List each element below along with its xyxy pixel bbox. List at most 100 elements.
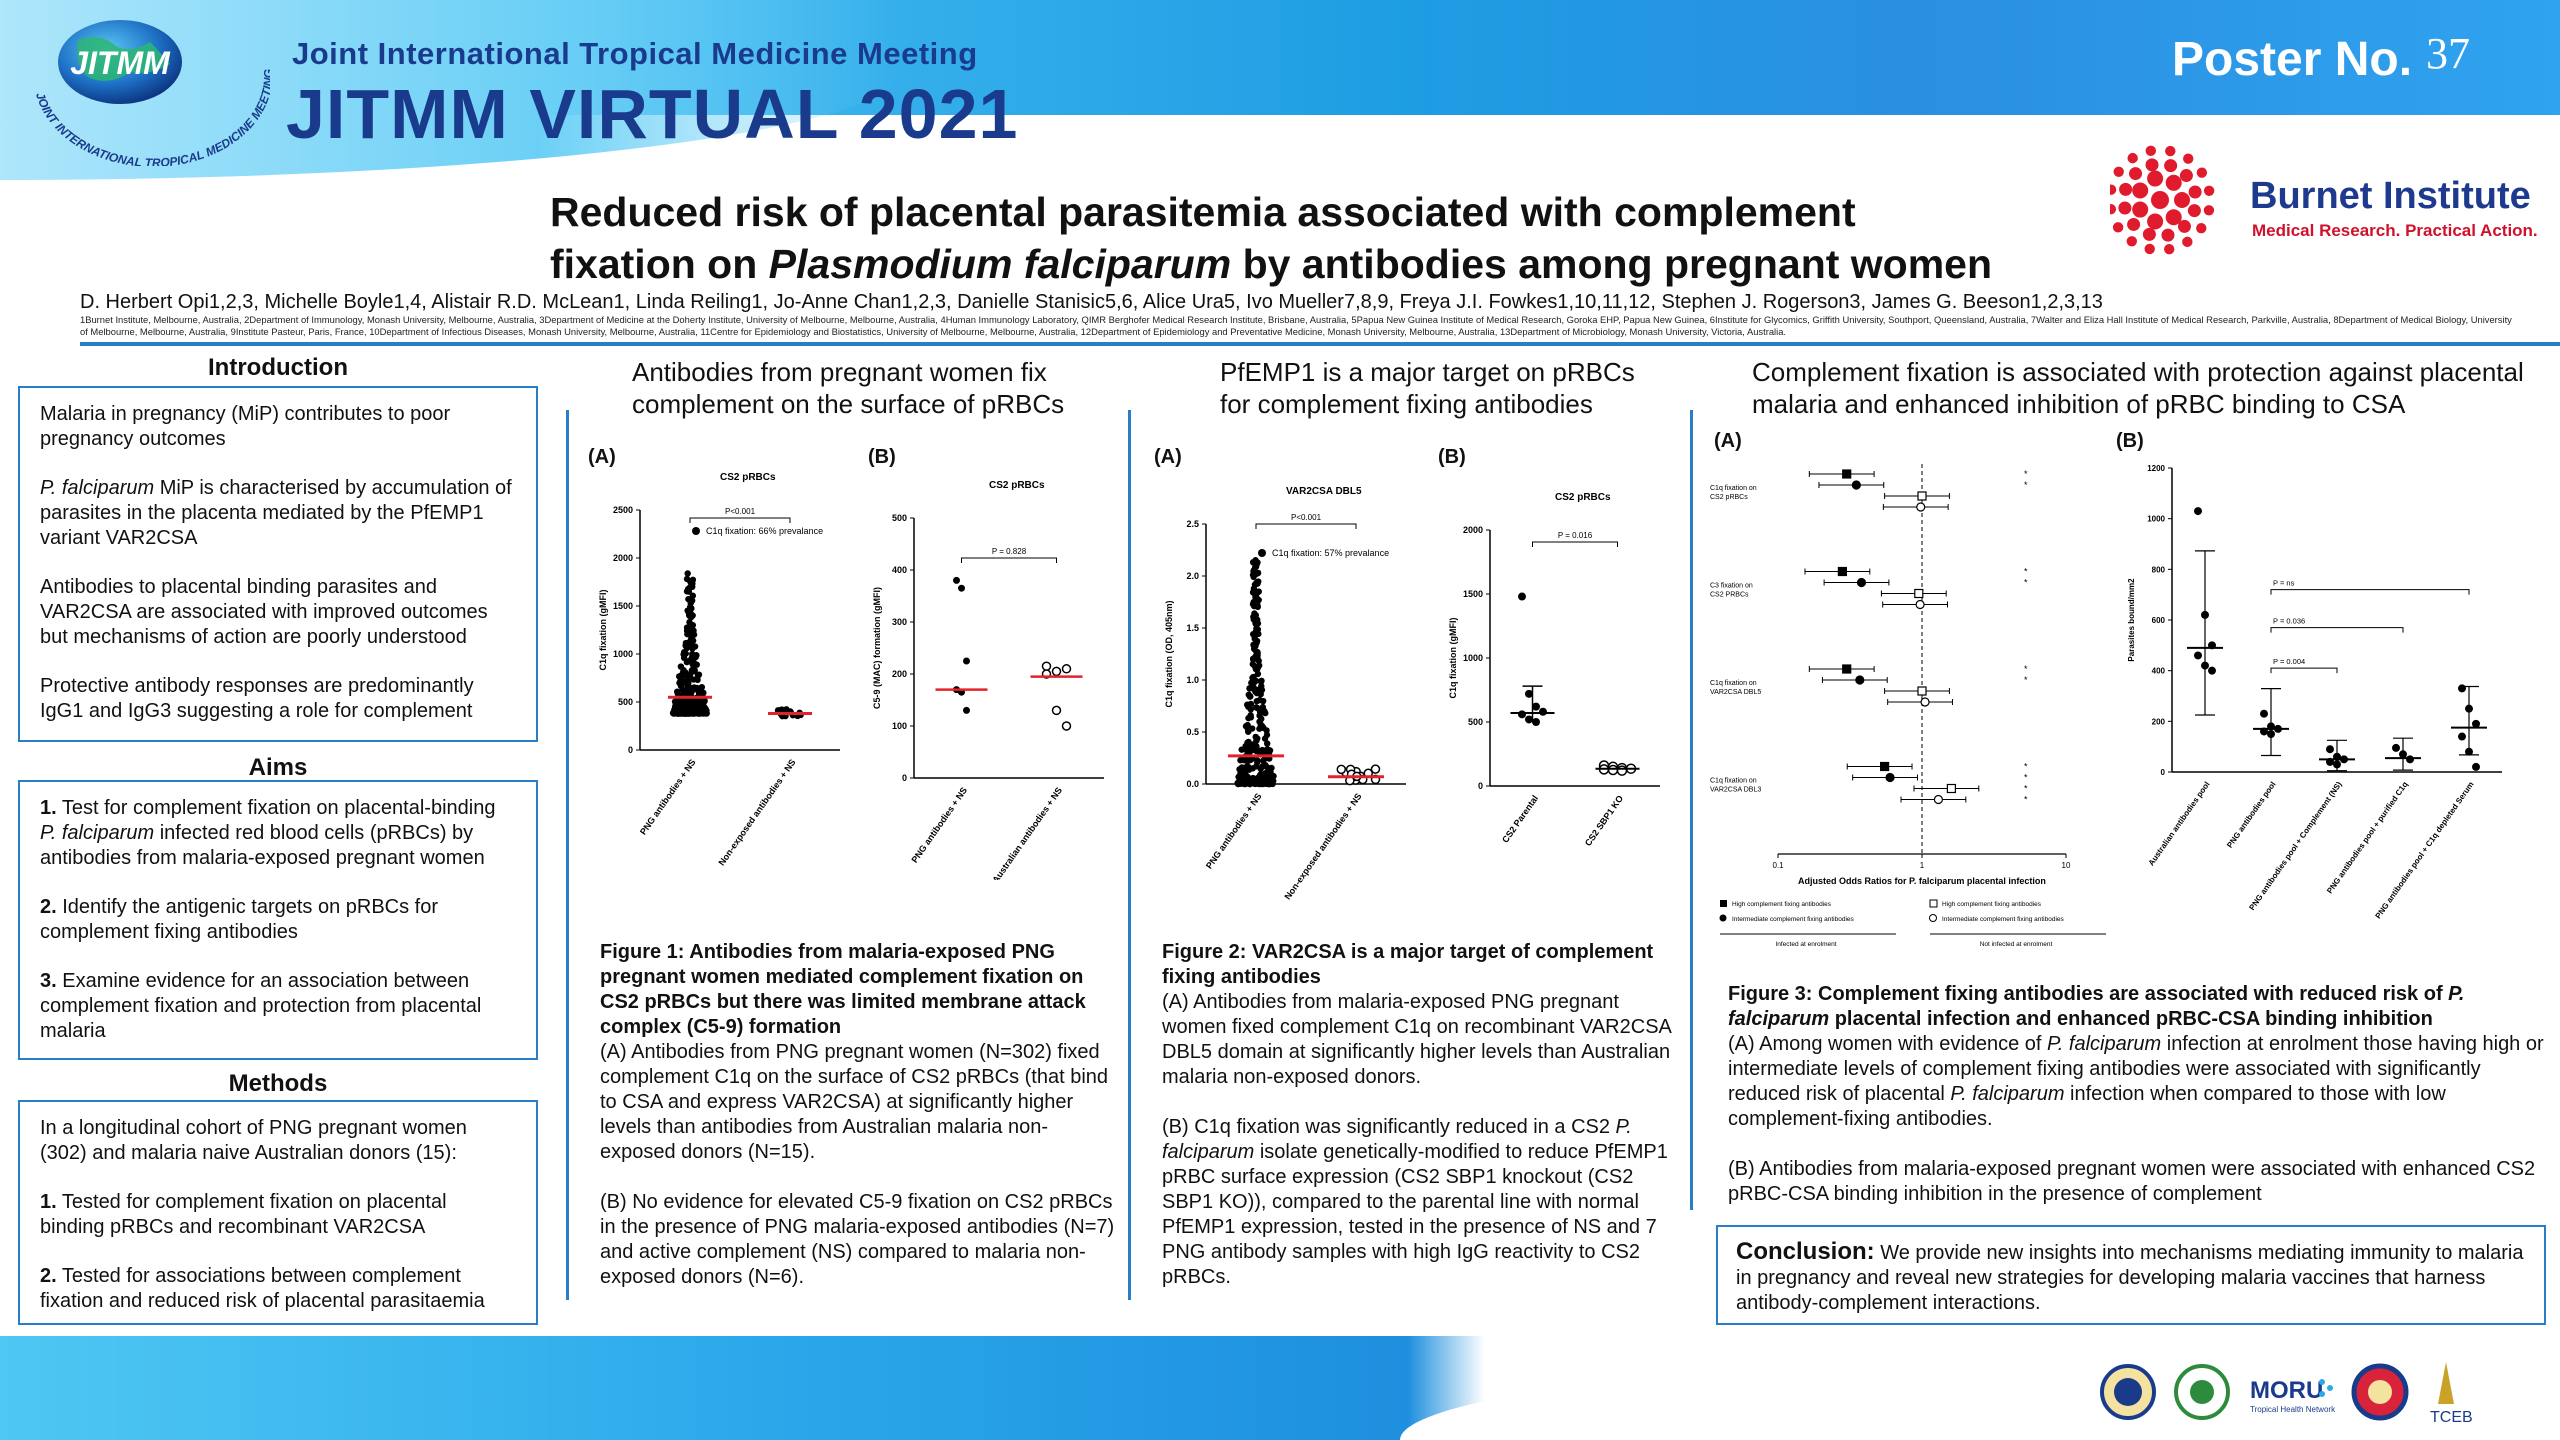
data-point [1245,701,1253,709]
data-point [1256,718,1263,725]
y-tick-label: 200 [2152,717,2166,726]
data-point [682,650,689,657]
fig3-caption: Figure 3: Complement fixing antibodies a… [1728,982,2548,1207]
data-point [1235,773,1242,781]
conclusion-text: We provide new insights into mechanisms … [1736,1242,2524,1314]
burnet-dot [2203,185,2215,196]
data-point [693,685,700,693]
data-point [1244,725,1251,732]
data-point [1525,689,1533,698]
conclusion-label: Conclusion: [1736,1238,1875,1265]
x-tick-label: Australian antibodies + NS [990,785,1064,880]
odds-ratio-marker [1916,502,1926,512]
data-point [683,627,691,634]
group-label: VAR2CSA DBL3 [1710,787,1761,794]
data-point [685,595,692,603]
data-point [1061,664,1072,674]
odds-ratio-marker [1917,686,1927,696]
data-point [1607,764,1619,776]
group-label: VAR2CSA DBL5 [1710,689,1761,696]
legend-dot [692,527,700,535]
fig2a-chart: VAR2CSA DBL5 0.0 0.5 1.0 1.5 2.0 2.5 C1q fixati… [1164,486,1406,901]
data-point [686,708,693,716]
intro-p1: Malaria in pregnancy (MiP) contributes t… [40,403,451,450]
fig1-panel-a-label: (A) [588,446,616,468]
significance-star: * [2024,567,2028,577]
data-point [686,702,694,709]
y-tick-label: 500 [892,513,907,523]
pvalue-bracket [2270,589,2470,595]
data-point [1250,779,1258,787]
fig2b-chart: CS2 pRBCs 0 500 1000 1500 2000 C1q fixation (g… [1448,492,1660,848]
y-tick-label: 1000 [613,649,633,659]
burnet-dot [2132,201,2149,218]
legend-group-label: Not infected at enrolment [1980,941,2053,948]
y-tick-label: 0 [2161,768,2166,777]
moru-logo: MORU Tropical Health Network [2250,1377,2336,1414]
method-intro: In a longitudinal cohort of PNG pregnant… [40,1117,467,1164]
burnet-dot [2203,205,2215,216]
data-point [2208,666,2216,675]
data-point [2260,709,2268,718]
data-point [698,710,705,717]
pvalue-bracket [2270,627,2404,633]
data-point [1250,645,1258,653]
chart-title: VAR2CSA DBL5 [1286,486,1362,497]
burnet-dot [2196,223,2207,234]
data-point [1237,757,1244,764]
y-tick-label: 1500 [613,601,633,611]
y-tick-label: 2500 [613,505,633,515]
y-tick-label: 400 [892,565,907,575]
burnet-dot [2187,204,2201,218]
title-rule [80,342,2560,346]
data-point [1268,764,1275,772]
y-tick-label: 1200 [2147,464,2165,473]
group-label: CS2 PRBCs [1710,592,1749,599]
data-point [690,627,697,635]
data-point [692,653,699,661]
y-tick-label: 500 [1468,717,1483,727]
significance-star: * [2024,675,2028,685]
data-point [1241,746,1248,753]
header-white-strip [880,115,2560,175]
burnet-dot [2127,152,2138,164]
sponsor-logos: MORU Tropical Health Network TCEB [2100,1362,2473,1426]
column-divider-2 [1128,410,1131,1300]
y-tick-label: 500 [618,697,633,707]
data-point [2194,651,2202,660]
odds-ratio-marker [1855,675,1865,685]
legend-marker [1929,899,1938,908]
odds-ratio-marker [1933,794,1944,805]
chart-title: CS2 pRBCs [720,472,776,483]
burnet-dot [2147,170,2164,187]
introduction-heading: Introduction [208,354,348,381]
intro-p4: Protective antibody responses are predom… [40,675,474,722]
method-2: 2. Tested for associations between compl… [40,1265,485,1312]
data-point [1249,774,1257,782]
data-point [1259,780,1266,788]
odds-ratio-marker [1837,566,1847,577]
data-point [1260,757,1267,764]
burnet-dot [2165,145,2176,157]
significance-star: * [2024,469,2028,479]
odds-ratio-marker [1917,491,1927,501]
data-point [1251,685,1259,693]
burnet-dot [2129,167,2143,181]
data-point [689,576,697,584]
data-point [1250,680,1257,687]
y-axis-label: C5-9 (MAC) formation (gMFI) [872,587,882,709]
burnet-dot [2144,243,2155,255]
data-point [1532,718,1540,726]
data-point [682,639,690,647]
svg-text:TCEB: TCEB [2430,1409,2473,1426]
data-point [1061,721,1072,731]
burnet-dot [2113,166,2124,177]
y-axis-label: Parasites bound/mm2 [2127,578,2136,662]
burnet-dot [2174,192,2190,208]
data-point [1532,702,1540,711]
odds-ratio-marker [1885,772,1895,783]
burnet-dot [2196,167,2208,178]
data-point [1256,696,1263,704]
y-tick-label: 0 [902,773,907,783]
y-tick-label: 2000 [613,553,633,563]
